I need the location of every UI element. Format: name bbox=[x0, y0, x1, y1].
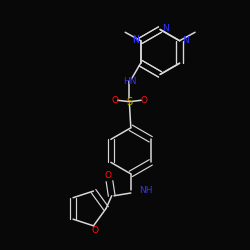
Text: NH: NH bbox=[139, 186, 153, 195]
Text: N: N bbox=[132, 36, 138, 45]
Text: N: N bbox=[162, 24, 168, 33]
Text: N: N bbox=[182, 36, 188, 45]
Text: O: O bbox=[111, 96, 118, 105]
Text: S: S bbox=[126, 97, 132, 107]
Text: N: N bbox=[132, 36, 139, 44]
Text: O: O bbox=[140, 96, 147, 105]
Text: O: O bbox=[105, 171, 112, 180]
Text: O: O bbox=[91, 226, 98, 235]
Text: HN: HN bbox=[123, 77, 136, 86]
